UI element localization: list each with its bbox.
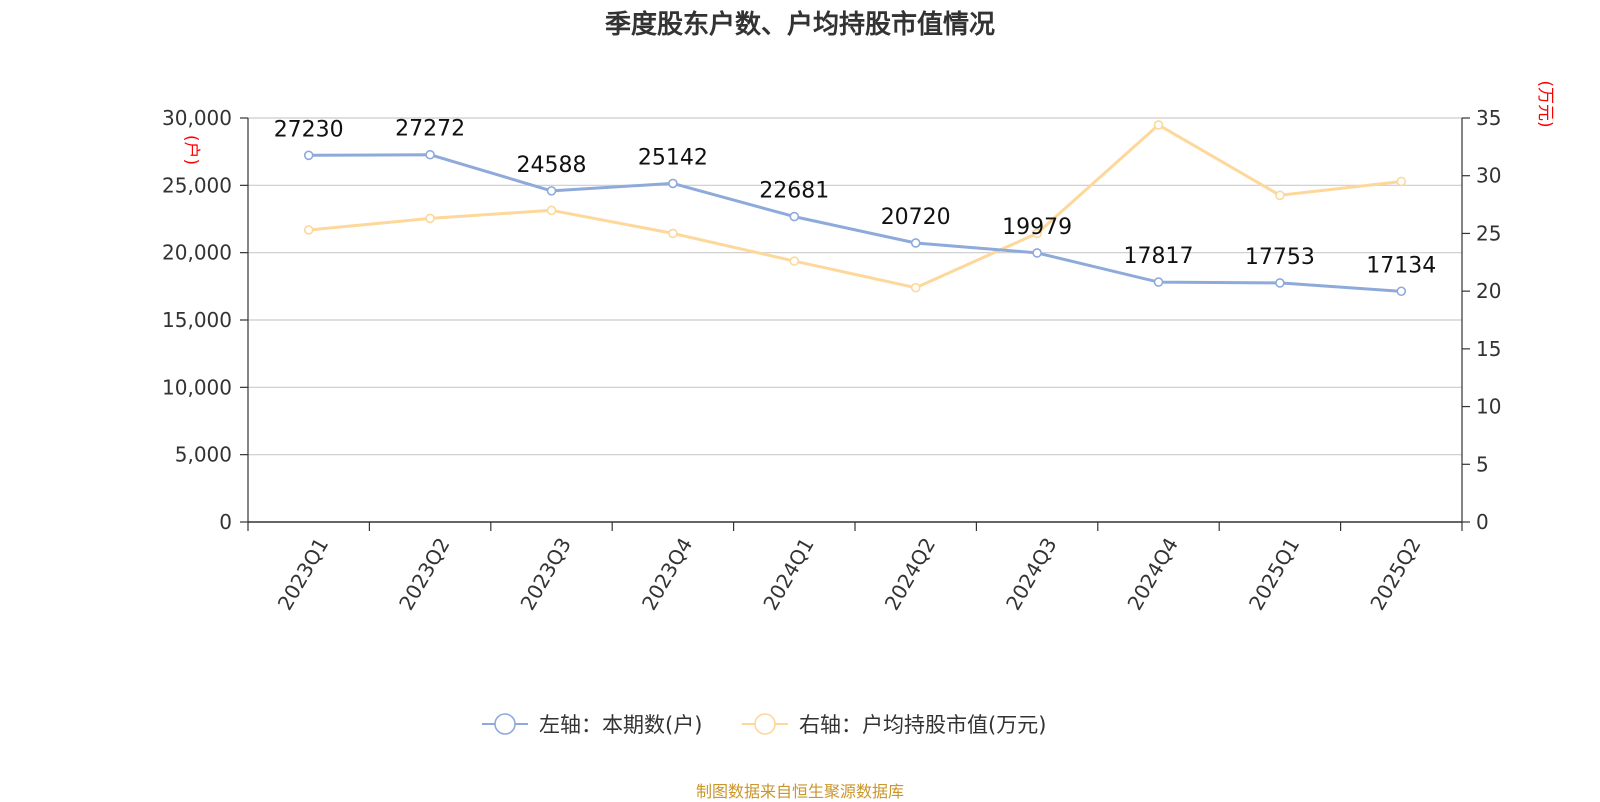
data-point-avg-holding-value <box>425 213 435 224</box>
data-point-shareholders <box>425 149 435 160</box>
x-axis-tick-label: 2025Q1 <box>1244 534 1304 615</box>
x-axis-tick-label: 2024Q3 <box>1001 534 1061 615</box>
left-axis-tick-label: 20,000 <box>162 241 232 265</box>
left-axis-tick-label: 0 <box>219 510 232 534</box>
x-axis-tick-label: 2023Q2 <box>394 534 454 615</box>
right-axis-tick-label: 5 <box>1476 452 1489 476</box>
legend-item-avg-holding-value[interactable]: 右轴：户均持股市值(万元) <box>742 713 1046 737</box>
x-axis-tick-label: 2023Q3 <box>515 534 575 615</box>
left-axis-tick-label: 30,000 <box>162 106 232 130</box>
data-label: 27230 <box>274 117 344 142</box>
x-axis-tick-label: 2024Q1 <box>758 534 818 615</box>
right-axis-tick-label: 35 <box>1476 106 1501 130</box>
data-point-avg-holding-value <box>1275 190 1285 201</box>
legend-label: 右轴：户均持股市值(万元) <box>799 713 1046 737</box>
x-axis-tick-label: 2025Q2 <box>1365 534 1425 615</box>
data-point-shareholders <box>1153 277 1164 287</box>
data-point-avg-holding-value <box>668 228 678 239</box>
legend-marker <box>754 713 776 735</box>
data-label: 19979 <box>1002 215 1072 240</box>
data-labels: 27230 27272 24588 25142 22681 20720 19979 17817… <box>274 117 1437 279</box>
source-note: 制图数据来自恒生聚源数据库 <box>695 782 904 801</box>
right-axis-tick-label: 0 <box>1476 510 1489 534</box>
data-point-shareholders <box>668 178 678 189</box>
x-axis-tick-label: 2024Q4 <box>1122 534 1182 615</box>
data-point-shareholders <box>1032 248 1042 258</box>
data-point-avg-holding-value <box>1396 176 1407 187</box>
data-point-avg-holding-value <box>789 256 800 266</box>
x-axis-tick-label: 2024Q2 <box>880 534 940 615</box>
series-line-avg-holding-value <box>308 123 1402 290</box>
series-line-shareholders <box>308 153 1402 293</box>
data-point-shareholders <box>546 186 557 196</box>
data-point-shareholders <box>789 211 800 222</box>
data-label: 27272 <box>395 117 465 142</box>
right-axis-tick-label: 30 <box>1476 164 1501 188</box>
data-label: 22681 <box>759 179 829 204</box>
left-axis-tick-label: 5,000 <box>175 443 232 467</box>
grid-lines <box>248 117 1462 456</box>
data-point-shareholders <box>1275 278 1285 288</box>
data-point-avg-holding-value <box>303 225 314 235</box>
data-point-shareholders <box>910 238 921 248</box>
data-label: 24588 <box>517 153 587 178</box>
axes: 0 5,000 10,000 15,000 20,000 25,000 30,000 0 5 10… <box>162 80 1555 614</box>
right-axis-tick-label: 15 <box>1476 337 1501 361</box>
legend-marker <box>494 713 516 735</box>
left-axis-unit-label: (户) <box>181 135 201 165</box>
data-label: 17134 <box>1366 253 1436 278</box>
right-axis-tick-label: 25 <box>1476 221 1501 245</box>
data-point-avg-holding-value <box>1153 120 1164 130</box>
data-label: 25142 <box>638 145 708 170</box>
data-point-shareholders <box>1396 286 1407 297</box>
data-point-shareholders <box>303 150 314 161</box>
data-point-avg-holding-value <box>546 205 557 216</box>
x-axis-tick-label: 2023Q1 <box>273 534 333 615</box>
data-label: 20720 <box>881 205 951 230</box>
left-axis-tick-label: 15,000 <box>162 308 232 332</box>
right-axis-tick-label: 10 <box>1476 395 1501 419</box>
x-axis-tick-label: 2023Q4 <box>637 534 697 615</box>
data-point-avg-holding-value <box>910 282 921 293</box>
left-axis-tick-label: 10,000 <box>162 375 232 399</box>
chart-title: 季度股东户数、户均持股市值情况 <box>604 10 995 40</box>
legend-item-shareholders[interactable]: 左轴：本期数(户) <box>482 713 702 737</box>
data-point-avg-holding-value <box>1032 228 1042 239</box>
right-axis-tick-label: 20 <box>1476 279 1501 303</box>
right-axis-unit-label: (万元) <box>1535 80 1555 127</box>
left-axis-tick-label: 25,000 <box>162 173 232 197</box>
legend-label: 左轴：本期数(户) <box>539 713 702 737</box>
data-label: 17753 <box>1245 245 1315 270</box>
legend[interactable]: 左轴：本期数(户) 右轴：户均持股市值(万元) <box>482 713 1046 737</box>
data-label: 17817 <box>1124 244 1194 269</box>
series-lines <box>303 120 1407 297</box>
